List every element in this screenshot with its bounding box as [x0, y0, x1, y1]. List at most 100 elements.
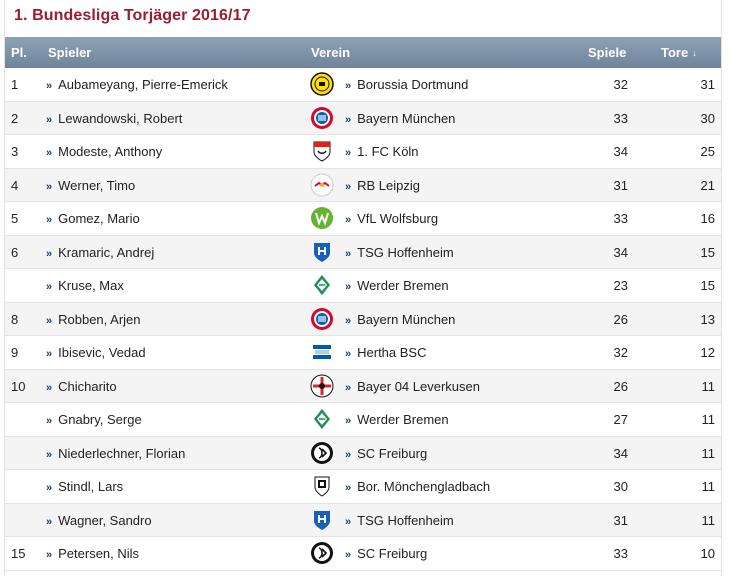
- column-header-goals-label: Tore: [661, 45, 689, 60]
- rbl-crest-icon: [310, 173, 334, 197]
- club-link[interactable]: » Bayern München: [345, 312, 455, 327]
- player-link[interactable]: » Niederlechner, Florian: [46, 446, 185, 461]
- club-link[interactable]: » Borussia Dortmund: [345, 77, 468, 92]
- club-link[interactable]: » SC Freiburg: [345, 446, 427, 461]
- player-name: Modeste, Anthony: [58, 144, 163, 159]
- club-name: Bayern München: [357, 311, 456, 327]
- club-name: Bor. Mönchengladbach: [357, 479, 491, 494]
- player-link[interactable]: » Kramaric, Andrej: [46, 245, 154, 260]
- club-name: Hertha BSC: [357, 345, 427, 360]
- club-link[interactable]: » Bayer 04 Leverkusen: [345, 379, 480, 394]
- player-name: Kruse, Max: [58, 278, 124, 293]
- chevron-right-icon: »: [46, 147, 53, 159]
- club-link[interactable]: » Werder Bremen: [345, 278, 449, 293]
- player-link[interactable]: » Werner, Timo: [46, 178, 135, 193]
- club-link[interactable]: » Hertha BSC: [345, 345, 427, 360]
- sort-descending-icon[interactable]: ↓: [692, 48, 697, 58]
- chevron-right-icon: »: [345, 314, 352, 327]
- chevron-right-icon: »: [46, 448, 53, 461]
- column-header-player[interactable]: Spieler: [48, 45, 92, 60]
- club-link[interactable]: » VfL Wolfsburg: [345, 211, 438, 226]
- games-cell: 30: [613, 479, 628, 494]
- club-link[interactable]: » Bayern München: [345, 111, 455, 126]
- chevron-right-icon: »: [345, 180, 352, 193]
- chevron-right-icon: »: [46, 549, 53, 561]
- player-link[interactable]: » Wagner, Sandro: [46, 513, 152, 528]
- player-link[interactable]: » Petersen, Nils: [46, 546, 139, 561]
- chevron-right-icon: »: [46, 113, 53, 126]
- games-cell: 34: [613, 244, 628, 260]
- player-name: Kramaric, Andrej: [58, 244, 155, 260]
- club-link[interactable]: » RB Leipzig: [345, 178, 420, 193]
- club-link[interactable]: » TSG Hoffenheim: [345, 245, 454, 260]
- player-link[interactable]: » Chicharito: [46, 379, 117, 394]
- fcb-crest-icon: [310, 106, 334, 130]
- chevron-right-icon: »: [345, 448, 352, 461]
- chevron-right-icon: »: [345, 247, 352, 260]
- column-header-games[interactable]: Spiele: [588, 45, 627, 60]
- games-cell: 27: [613, 412, 628, 427]
- player-link[interactable]: » Ibisevic, Vedad: [46, 345, 146, 360]
- player-link[interactable]: » Stindl, Lars: [46, 479, 123, 494]
- fcb-crest-icon: [310, 307, 334, 331]
- games-cell: 34: [613, 445, 628, 461]
- player-name: Robben, Arjen: [58, 311, 141, 327]
- table-row: » Gnabry, Serge » Werder Bremen 27 11: [5, 403, 721, 437]
- column-header-club[interactable]: Verein: [311, 45, 351, 60]
- goals-cell: 13: [700, 311, 715, 327]
- column-header-rank[interactable]: Pl.: [11, 45, 27, 60]
- player-link[interactable]: » Aubameyang, Pierre-Emerick: [46, 77, 228, 92]
- chevron-right-icon: »: [46, 180, 53, 193]
- club-link[interactable]: » Werder Bremen: [345, 412, 449, 427]
- rank-cell: 1: [11, 77, 19, 92]
- club-link[interactable]: » 1. FC Köln: [345, 144, 419, 159]
- club-name: Borussia Dortmund: [357, 77, 469, 92]
- club-link[interactable]: » SC Freiburg: [345, 546, 427, 561]
- player-name: Wagner, Sandro: [58, 512, 152, 528]
- rank-cell: 15: [11, 546, 26, 561]
- player-name: Petersen, Nils: [58, 546, 140, 561]
- chevron-right-icon: »: [46, 515, 53, 528]
- goals-cell: 11: [701, 512, 716, 528]
- club-name: TSG Hoffenheim: [357, 512, 454, 528]
- player-link[interactable]: » Robben, Arjen: [46, 312, 141, 327]
- table-row: 1 » Aubameyang, Pierre-Emerick » Borussia Do…: [5, 68, 721, 102]
- rank-cell: 4: [11, 177, 19, 193]
- goals-cell: 10: [700, 546, 715, 561]
- table-row: » Wagner, Sandro » TSG Hoffenheim 31 11: [5, 503, 721, 537]
- player-link[interactable]: » Kruse, Max: [46, 278, 124, 293]
- player-name: Lewandowski, Robert: [58, 110, 183, 126]
- chevron-right-icon: »: [345, 214, 352, 226]
- goals-cell: 11: [701, 412, 716, 427]
- goals-cell: 15: [700, 278, 715, 293]
- scorers-table: 1 » Aubameyang, Pierre-Emerick » Borussia Do…: [5, 68, 721, 571]
- player-link[interactable]: » Gomez, Mario: [46, 211, 140, 226]
- rank-cell: 3: [11, 144, 19, 159]
- chevron-right-icon: »: [345, 381, 352, 394]
- club-name: Bayer 04 Leverkusen: [357, 378, 480, 394]
- games-cell: 32: [613, 345, 628, 360]
- club-link[interactable]: » Bor. Mönchengladbach: [345, 479, 490, 494]
- games-cell: 33: [613, 110, 628, 126]
- goals-cell: 11: [701, 378, 716, 394]
- table-row: 9 » Ibisevic, Vedad » Hertha BSC 32 12: [5, 336, 721, 370]
- chevron-right-icon: »: [345, 415, 352, 427]
- player-name: Niederlechner, Florian: [58, 445, 186, 461]
- bvb-crest-icon: [310, 72, 334, 96]
- column-header-goals[interactable]: Tore ↓: [661, 45, 697, 60]
- player-name: Werner, Timo: [58, 177, 136, 193]
- player-link[interactable]: » Modeste, Anthony: [46, 144, 162, 159]
- club-link[interactable]: » TSG Hoffenheim: [345, 513, 454, 528]
- rank-cell: 6: [11, 244, 19, 260]
- player-link[interactable]: » Lewandowski, Robert: [46, 111, 182, 126]
- chevron-right-icon: »: [345, 113, 352, 126]
- table-row: 6 » Kramaric, Andrej » TSG Hoffenheim 34 15: [5, 235, 721, 269]
- player-name: Stindl, Lars: [58, 479, 124, 494]
- player-name: Aubameyang, Pierre-Emerick: [58, 77, 228, 92]
- club-name: SC Freiburg: [357, 445, 428, 461]
- games-cell: 31: [613, 177, 628, 193]
- chevron-right-icon: »: [46, 482, 53, 494]
- scf-crest-icon: [310, 441, 334, 465]
- chevron-right-icon: »: [46, 281, 53, 293]
- player-link[interactable]: » Gnabry, Serge: [46, 412, 142, 427]
